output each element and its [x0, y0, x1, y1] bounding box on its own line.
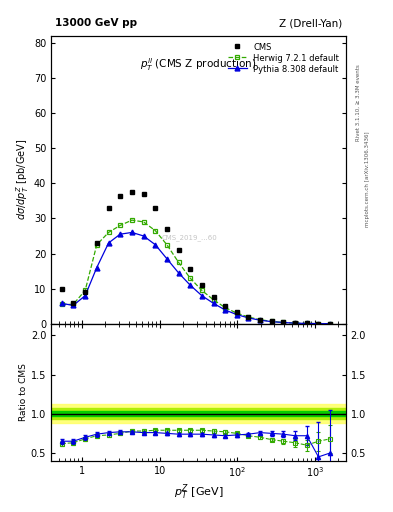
CMS: [293, 320, 298, 326]
Pythia 8.308 default: [293, 320, 298, 326]
CMS: [188, 266, 193, 272]
Herwig 7.2.1 default: [118, 222, 123, 228]
Y-axis label: $d\sigma/dp^Z_T$ [pb/GeV]: $d\sigma/dp^Z_T$ [pb/GeV]: [14, 139, 31, 221]
Herwig 7.2.1 default: [246, 314, 251, 320]
Pythia 8.308 default: [246, 315, 251, 321]
Pythia 8.308 default: [188, 282, 193, 288]
Y-axis label: Ratio to CMS: Ratio to CMS: [19, 364, 28, 421]
Pythia 8.308 default: [71, 303, 75, 309]
Text: mcplots.cern.ch [arXiv:1306.3436]: mcplots.cern.ch [arXiv:1306.3436]: [365, 132, 371, 227]
CMS: [305, 321, 309, 327]
Pythia 8.308 default: [328, 321, 332, 327]
CMS: [211, 294, 216, 301]
Herwig 7.2.1 default: [223, 305, 228, 311]
CMS: [106, 205, 111, 211]
Herwig 7.2.1 default: [235, 310, 239, 316]
Herwig 7.2.1 default: [188, 275, 193, 281]
CMS: [270, 318, 274, 324]
CMS: [246, 314, 251, 320]
Herwig 7.2.1 default: [199, 287, 204, 293]
Herwig 7.2.1 default: [176, 259, 181, 265]
Bar: [51, 408, 346, 419]
Herwig 7.2.1 default: [328, 321, 332, 327]
CMS: [199, 282, 204, 288]
Pythia 8.308 default: [281, 319, 286, 326]
Herwig 7.2.1 default: [59, 302, 64, 308]
Pythia 8.308 default: [59, 300, 64, 306]
Pythia 8.308 default: [176, 270, 181, 276]
Herwig 7.2.1 default: [153, 228, 158, 234]
Herwig 7.2.1 default: [130, 217, 134, 223]
Bar: [51, 412, 346, 416]
Herwig 7.2.1 default: [211, 297, 216, 303]
Herwig 7.2.1 default: [270, 318, 274, 325]
CMS: [94, 240, 99, 246]
Bar: [51, 404, 346, 423]
Pythia 8.308 default: [83, 292, 88, 298]
CMS: [83, 289, 88, 295]
CMS: [71, 300, 75, 306]
Pythia 8.308 default: [235, 311, 239, 317]
Herwig 7.2.1 default: [305, 321, 309, 327]
Text: Z (Drell-Yan): Z (Drell-Yan): [279, 18, 342, 28]
Herwig 7.2.1 default: [165, 242, 169, 248]
Pythia 8.308 default: [141, 233, 146, 239]
Pythia 8.308 default: [199, 292, 204, 298]
CMS: [165, 226, 169, 232]
Herwig 7.2.1 default: [281, 319, 286, 326]
CMS: [59, 286, 64, 292]
Herwig 7.2.1 default: [141, 219, 146, 225]
CMS: [141, 191, 146, 197]
Text: CMS_2019_...60: CMS_2019_...60: [162, 234, 217, 241]
CMS: [281, 319, 286, 326]
CMS: [258, 316, 263, 323]
CMS: [235, 309, 239, 315]
Line: Herwig 7.2.1 default: Herwig 7.2.1 default: [59, 218, 332, 326]
Text: 13000 GeV pp: 13000 GeV pp: [55, 18, 137, 28]
Herwig 7.2.1 default: [316, 321, 321, 327]
Pythia 8.308 default: [130, 229, 134, 236]
Text: $p_T^{ll}$ (CMS Z production): $p_T^{ll}$ (CMS Z production): [140, 56, 257, 73]
Herwig 7.2.1 default: [258, 316, 263, 323]
Pythia 8.308 default: [165, 255, 169, 262]
CMS: [316, 321, 321, 327]
CMS: [153, 205, 158, 211]
Pythia 8.308 default: [270, 318, 274, 325]
CMS: [130, 189, 134, 195]
Legend: CMS, Herwig 7.2.1 default, Pythia 8.308 default: CMS, Herwig 7.2.1 default, Pythia 8.308 …: [226, 40, 342, 76]
CMS: [176, 247, 181, 253]
X-axis label: $p_T^Z$ [GeV]: $p_T^Z$ [GeV]: [174, 482, 223, 502]
CMS: [328, 321, 332, 327]
Herwig 7.2.1 default: [293, 320, 298, 326]
Pythia 8.308 default: [118, 231, 123, 237]
Text: Rivet 3.1.10, ≥ 3.3M events: Rivet 3.1.10, ≥ 3.3M events: [356, 64, 361, 141]
Line: CMS: CMS: [59, 189, 332, 326]
Pythia 8.308 default: [94, 265, 99, 271]
Line: Pythia 8.308 default: Pythia 8.308 default: [59, 230, 332, 326]
Pythia 8.308 default: [223, 307, 228, 313]
Herwig 7.2.1 default: [94, 242, 99, 248]
CMS: [223, 303, 228, 309]
Pythia 8.308 default: [153, 242, 158, 248]
Pythia 8.308 default: [305, 321, 309, 327]
Herwig 7.2.1 default: [71, 302, 75, 308]
Pythia 8.308 default: [258, 317, 263, 323]
Herwig 7.2.1 default: [83, 287, 88, 293]
Pythia 8.308 default: [316, 321, 321, 327]
CMS: [118, 193, 123, 199]
Herwig 7.2.1 default: [106, 229, 111, 236]
Pythia 8.308 default: [106, 240, 111, 246]
Pythia 8.308 default: [211, 300, 216, 306]
